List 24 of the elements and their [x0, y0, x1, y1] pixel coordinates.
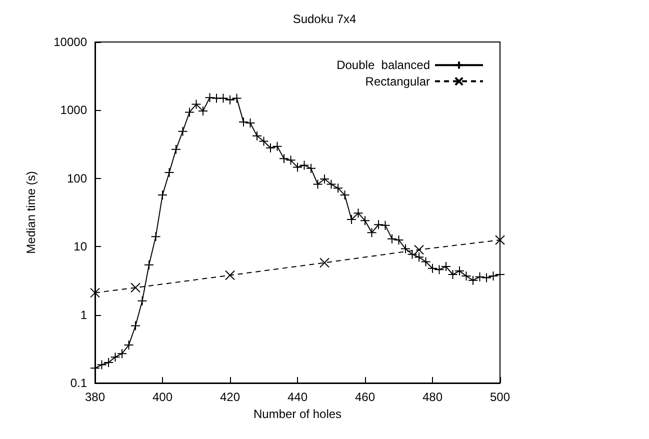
point	[225, 270, 235, 280]
x-tick-label: 480	[422, 390, 443, 404]
point	[495, 234, 505, 245]
chart-title: Sudoku 7x4	[292, 12, 357, 26]
point	[130, 282, 140, 293]
y-tick-label: 1	[80, 308, 88, 322]
legend-label: Double balanced	[336, 58, 430, 72]
y-tick-label: 10	[74, 240, 88, 254]
y-tick-label: 100	[66, 171, 88, 186]
x-tick-label: 440	[287, 390, 308, 404]
x-tick-label: 400	[152, 390, 173, 404]
y-tick-label: 0.1	[70, 376, 88, 390]
y-tick-label: 10000	[54, 35, 88, 49]
point	[414, 244, 424, 255]
x-tick-label: 500	[490, 390, 510, 404]
legend-label: Rectangular	[365, 74, 430, 88]
y-tick-label: 1000	[60, 103, 88, 118]
x-tick-label: 420	[220, 390, 240, 404]
x-axis-title: Number of holes	[253, 406, 342, 421]
point	[320, 258, 330, 268]
x-tick-label: 380	[84, 390, 106, 404]
y-axis-title: Median time (s)	[24, 171, 38, 254]
x-tick-label: 460	[354, 390, 376, 404]
point	[90, 288, 100, 298]
